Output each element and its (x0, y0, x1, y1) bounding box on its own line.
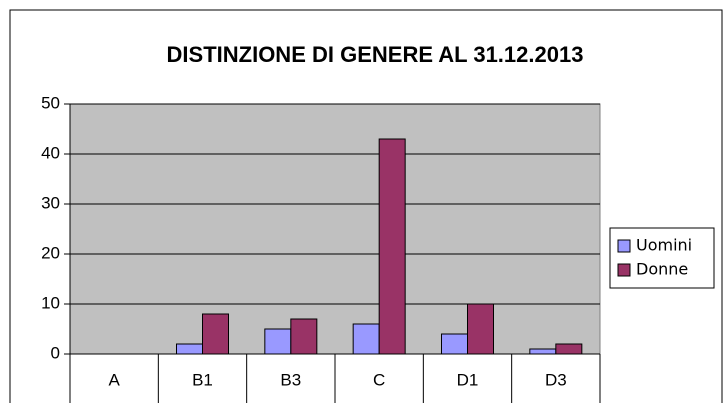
bar (202, 313, 229, 355)
x-tick-label: A (108, 370, 120, 389)
y-tick-label: 30 (41, 193, 60, 212)
bar (467, 303, 494, 355)
legend-swatch (617, 239, 631, 253)
legend-label: Uomini (636, 236, 692, 255)
bar (378, 138, 406, 355)
chart-title: DISTINZIONE DI GENERE AL 31.12.2013 (167, 42, 584, 67)
x-tick-label: C (373, 370, 385, 389)
bar (529, 348, 557, 355)
bar (441, 333, 468, 355)
legend-swatch (617, 263, 631, 277)
y-tick-label: 0 (51, 343, 60, 362)
x-tick-label: D1 (457, 370, 479, 389)
bar (264, 328, 292, 355)
y-tick-label: 50 (41, 93, 60, 112)
chart-border (9, 9, 723, 403)
y-tick-label: 20 (41, 243, 60, 262)
legend-box (609, 227, 715, 289)
bar (176, 343, 203, 355)
bar (555, 343, 583, 355)
y-tick-label: 10 (41, 293, 60, 312)
x-tick-label: D3 (545, 370, 567, 389)
bar (290, 318, 318, 355)
plot-area (69, 103, 601, 355)
legend: Uomini Donne (609, 227, 715, 289)
x-tick-label: B1 (192, 370, 213, 389)
bar (352, 323, 380, 355)
y-tick-label: 40 (41, 143, 60, 162)
x-tick-label: B3 (280, 370, 301, 389)
legend-label: Donne (636, 260, 688, 279)
